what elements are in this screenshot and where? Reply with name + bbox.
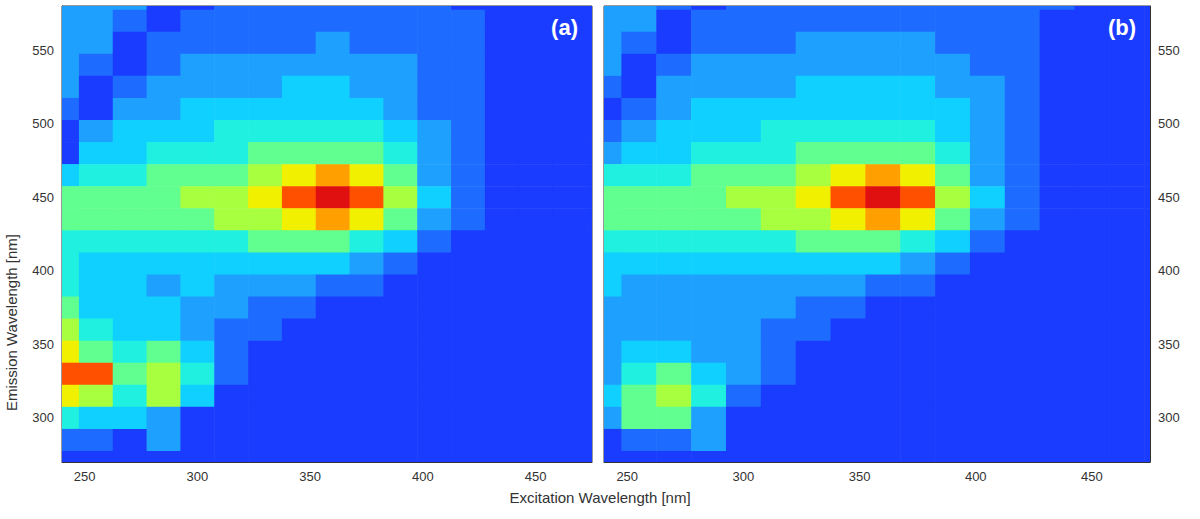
svg-text:550: 550 [32,43,54,58]
svg-text:450: 450 [32,190,54,205]
svg-text:(b): (b) [1108,15,1136,40]
svg-text:350: 350 [299,469,321,484]
svg-text:300: 300 [733,469,755,484]
svg-text:300: 300 [1158,410,1180,425]
svg-text:500: 500 [1158,116,1180,131]
svg-text:450: 450 [1158,190,1180,205]
svg-text:450: 450 [525,469,547,484]
svg-text:300: 300 [186,469,208,484]
svg-text:400: 400 [32,263,54,278]
svg-text:500: 500 [32,116,54,131]
svg-text:400: 400 [965,469,987,484]
svg-text:250: 250 [74,469,96,484]
svg-text:400: 400 [1158,263,1180,278]
svg-text:(a): (a) [551,15,578,40]
svg-text:350: 350 [32,337,54,352]
svg-text:400: 400 [412,469,434,484]
svg-text:Excitation Wavelength [nm]: Excitation Wavelength [nm] [509,489,690,506]
svg-text:Emission Wavelength [nm]: Emission Wavelength [nm] [3,234,20,411]
svg-text:350: 350 [849,469,871,484]
svg-text:350: 350 [1158,337,1180,352]
svg-text:450: 450 [1081,469,1103,484]
svg-text:300: 300 [32,410,54,425]
svg-text:250: 250 [616,469,638,484]
svg-text:550: 550 [1158,43,1180,58]
